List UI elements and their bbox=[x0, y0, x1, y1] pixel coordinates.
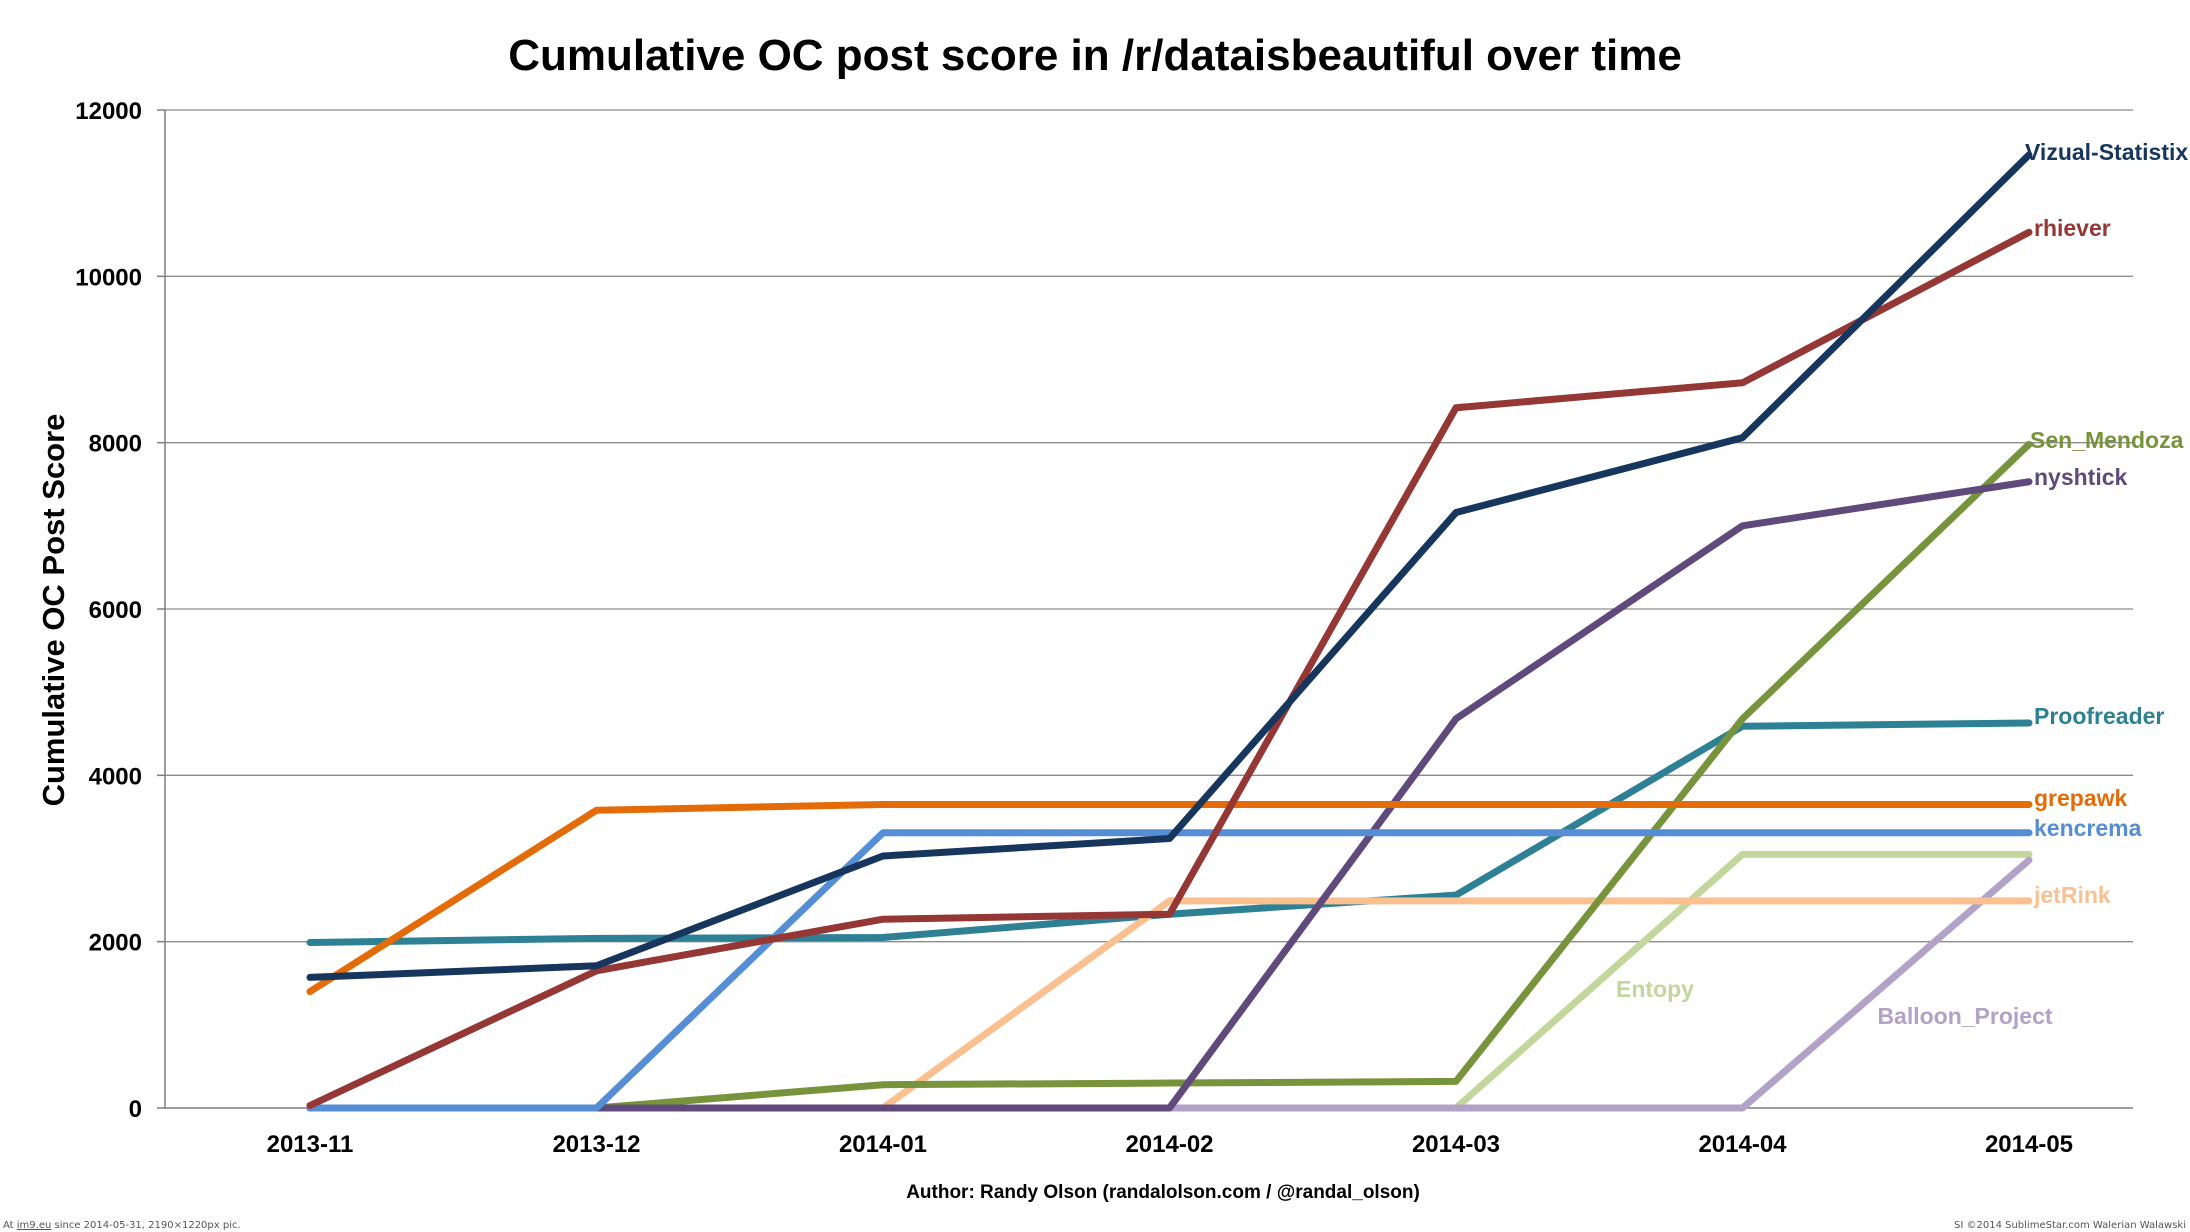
gridlines bbox=[165, 109, 2133, 943]
series-lines bbox=[306, 151, 2033, 1112]
footer-left-suffix: since 2014-05-31, 2190×1220px pic. bbox=[51, 1220, 241, 1231]
series-label-kencrema: kencrema bbox=[2034, 815, 2142, 841]
x-tick-label-2013-12: 2013-12 bbox=[552, 1131, 640, 1158]
footer-link[interactable]: im9.eu bbox=[16, 1220, 52, 1231]
x-tick-label-2013-11: 2013-11 bbox=[267, 1131, 354, 1158]
series-line-jetrink bbox=[306, 897, 2033, 1112]
series-label-nyshtick: nyshtick bbox=[2034, 464, 2128, 490]
series-label-proofreader: Proofreader bbox=[2034, 703, 2164, 729]
series-line-sen-mendoza bbox=[306, 440, 2033, 1112]
footer-left: At im9.eu since 2014-05-31, 2190×1220px … bbox=[3, 1220, 241, 1231]
series-label-sen-mendoza: Sen_Mendoza bbox=[2030, 427, 2184, 453]
chart-title: Cumulative OC post score in /r/dataisbea… bbox=[508, 31, 1682, 80]
y-tick-label-10000: 10000 bbox=[75, 264, 142, 291]
series-line-kencrema bbox=[306, 829, 2033, 1112]
footer-right: SI ©2014 SublimeStar.com Walerian Walaws… bbox=[1954, 1220, 2186, 1231]
y-tick-label-0: 0 bbox=[129, 1096, 142, 1123]
series-label-balloon-project: Balloon_Project bbox=[1877, 1003, 2052, 1029]
series-labels: Proofreader Entopy Balloon_Project jetRink S… bbox=[1616, 139, 2188, 1029]
y-tick-label-4000: 4000 bbox=[89, 763, 142, 790]
x-tick-label-2014-05: 2014-05 bbox=[1985, 1131, 2073, 1158]
series-line-rhiever bbox=[306, 228, 2033, 1110]
y-tick-label-6000: 6000 bbox=[89, 597, 142, 624]
x-tick-label-2014-02: 2014-02 bbox=[1125, 1131, 1213, 1158]
series-line-grepawk bbox=[306, 800, 2033, 996]
series-label-rhiever: rhiever bbox=[2034, 215, 2111, 241]
series-label-entopy: Entopy bbox=[1616, 976, 1694, 1002]
x-tick-label-2014-03: 2014-03 bbox=[1412, 1131, 1500, 1158]
series-label-jetrink: jetRink bbox=[2033, 882, 2111, 908]
series-label-vizual-statistix: Vizual-Statistix bbox=[2025, 139, 2188, 165]
y-tick-label-8000: 8000 bbox=[89, 431, 142, 458]
x-tick-label-2014-04: 2014-04 bbox=[1698, 1131, 1787, 1158]
author-credit: Author: Randy Olson (randalolson.com / @… bbox=[906, 1182, 1420, 1203]
footer-left-prefix: At bbox=[3, 1220, 17, 1231]
series-line-vizual-statistix bbox=[306, 151, 2033, 981]
y-tick-label-12000: 12000 bbox=[75, 98, 142, 125]
series-label-grepawk: grepawk bbox=[2034, 785, 2128, 811]
y-axis-label: Cumulative OC Post Score bbox=[36, 414, 71, 807]
y-tick-label-2000: 2000 bbox=[89, 930, 142, 957]
x-tick-labels: 2013-11 2013-12 2014-01 2014-02 2014-03 2014-… bbox=[267, 1131, 2073, 1158]
series-line-nyshtick bbox=[306, 478, 2033, 1112]
y-tick-labels: 0 2000 4000 6000 8000 10000 12000 bbox=[75, 98, 142, 1123]
x-tick-label-2014-01: 2014-01 bbox=[839, 1131, 927, 1158]
